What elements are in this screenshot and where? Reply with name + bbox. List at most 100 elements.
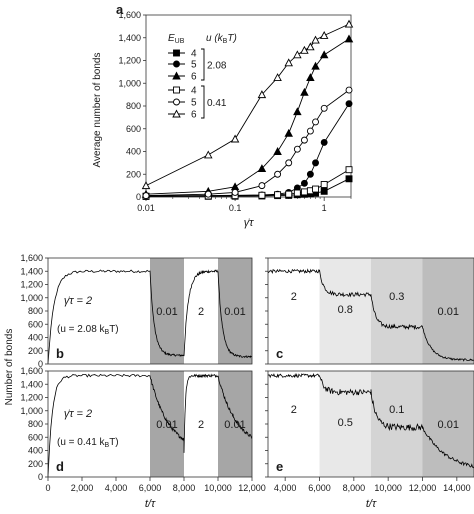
marker-square <box>320 181 328 188</box>
y-axis-label: Average number of bonds <box>92 53 103 168</box>
u-annotation: (u = 2.08 kBT) <box>57 324 119 336</box>
marker-circle <box>142 192 150 200</box>
region-shade <box>218 258 252 364</box>
panel-letter: e <box>276 459 283 474</box>
region-label: 0.5 <box>338 417 353 429</box>
u-annotation-sub: B <box>105 329 110 336</box>
u-annotation: (u = 0.41 kBT) <box>57 437 119 449</box>
y-tick-label: 0 <box>38 472 43 482</box>
legend-label: 4 <box>191 49 197 60</box>
u-annotation-tail: T) <box>109 437 118 448</box>
marker-triangle <box>300 87 309 96</box>
marker-triangle <box>172 109 181 118</box>
legend-label: 5 <box>191 98 197 109</box>
panel-a: a 0 200 400 600 800 1,000 1,200 1,400 1,600 0.01 0.… <box>92 2 354 229</box>
marker-triangle <box>230 134 240 143</box>
marker-triangle <box>284 128 293 137</box>
y-tick-label: 1,200 <box>20 280 43 290</box>
marker-circle <box>306 127 314 135</box>
legend-header-e-sub: UB <box>175 38 185 45</box>
marker-triangle <box>257 90 267 99</box>
region-label: 0.8 <box>338 304 353 316</box>
x-tick-label: 4,000 <box>274 483 297 493</box>
marker-circle <box>231 188 239 196</box>
marker-circle <box>345 100 353 108</box>
marker-triangle <box>284 58 293 67</box>
y-tick-label: 800 <box>126 101 141 111</box>
marker-square <box>300 188 308 196</box>
y-tick-label: 200 <box>28 346 43 356</box>
marker-square <box>345 166 353 174</box>
marker-circle <box>312 159 319 167</box>
x-tick-label: 10,000 <box>374 483 402 493</box>
region-shade <box>422 258 474 364</box>
region-label: 0.01 <box>438 419 459 431</box>
marker-square <box>173 86 180 94</box>
marker-triangle <box>344 34 354 43</box>
legend-label: 5 <box>191 60 197 71</box>
y-tick-label: 1,000 <box>20 406 43 416</box>
region-shade <box>371 371 423 477</box>
marker-triangle <box>300 45 309 54</box>
panel-d: 0.01 2 0.01 d γ̇τ = 2 (u = 0.41 kBT) 0 200 400 60… <box>20 366 265 510</box>
marker-square <box>173 49 180 57</box>
rate-annotation: γ̇τ = 2 <box>64 408 92 420</box>
marker-triangle <box>293 107 302 116</box>
x-tick-label: 10,000 <box>204 483 232 493</box>
legend-bracket <box>201 48 205 81</box>
legend-header-u: u (kBT) <box>206 33 237 45</box>
marker-square <box>274 191 282 199</box>
region-shade <box>150 371 184 477</box>
x-tick-label: 0.01 <box>137 203 155 213</box>
u-annotation-tail: T) <box>109 324 118 335</box>
marker-circle <box>300 179 308 187</box>
marker-triangle <box>141 181 151 190</box>
y-tick-label: 800 <box>28 419 43 429</box>
trace-line <box>47 373 253 477</box>
legend-label: 6 <box>191 110 197 121</box>
marker-circle <box>300 136 308 144</box>
y-tick-label: 800 <box>28 306 43 316</box>
region-label: 0.01 <box>438 306 459 318</box>
marker-circle <box>173 60 180 68</box>
region-label: 0.01 <box>156 419 177 431</box>
marker-triangle <box>273 147 282 155</box>
y-tick-label: 0 <box>38 359 43 369</box>
panel-b: 0.01 2 0.01 b γ̇τ = 2 (u = 2.08 kBT) 0 200 400 60… <box>20 253 253 369</box>
y-tick-label: 400 <box>126 147 141 157</box>
x-tick-label: 8,000 <box>173 483 196 493</box>
region-label: 0.1 <box>389 404 404 416</box>
x-tick-label: 6,000 <box>139 483 162 493</box>
marker-triangle <box>273 73 282 82</box>
region-shade <box>150 258 184 364</box>
marker-triangle <box>204 150 213 159</box>
y-tick-label: 600 <box>126 124 141 134</box>
legend-header-u-tail: T) <box>227 33 236 44</box>
trace-line <box>267 372 474 469</box>
marker-circle <box>285 159 293 167</box>
marker-circle <box>345 86 353 94</box>
x-tick-label: 8,000 <box>343 483 366 493</box>
region-label: 2 <box>291 291 297 303</box>
series-line <box>145 38 350 195</box>
region-label: 0.01 <box>224 306 245 318</box>
legend-label: 4 <box>191 86 197 97</box>
x-tick-label: 4,000 <box>105 483 128 493</box>
y-tick-label: 1,000 <box>118 78 141 88</box>
y-tick-label: 200 <box>126 169 141 179</box>
panel-letter: d <box>56 459 64 474</box>
x-tick-label: 1 <box>322 203 327 213</box>
x-tick-label: 6,000 <box>308 483 331 493</box>
region-label: 0.3 <box>389 291 404 303</box>
region-shade <box>218 371 252 477</box>
y-tick-label: 1,000 <box>20 293 43 303</box>
x-axis-label: γ̇τ <box>244 217 255 229</box>
panel-letter: c <box>276 346 283 361</box>
marker-triangle <box>319 50 329 59</box>
marker-triangle <box>319 31 329 39</box>
marker-triangle <box>230 182 240 191</box>
marker-triangle <box>306 73 315 82</box>
legend-bracket <box>201 85 205 119</box>
